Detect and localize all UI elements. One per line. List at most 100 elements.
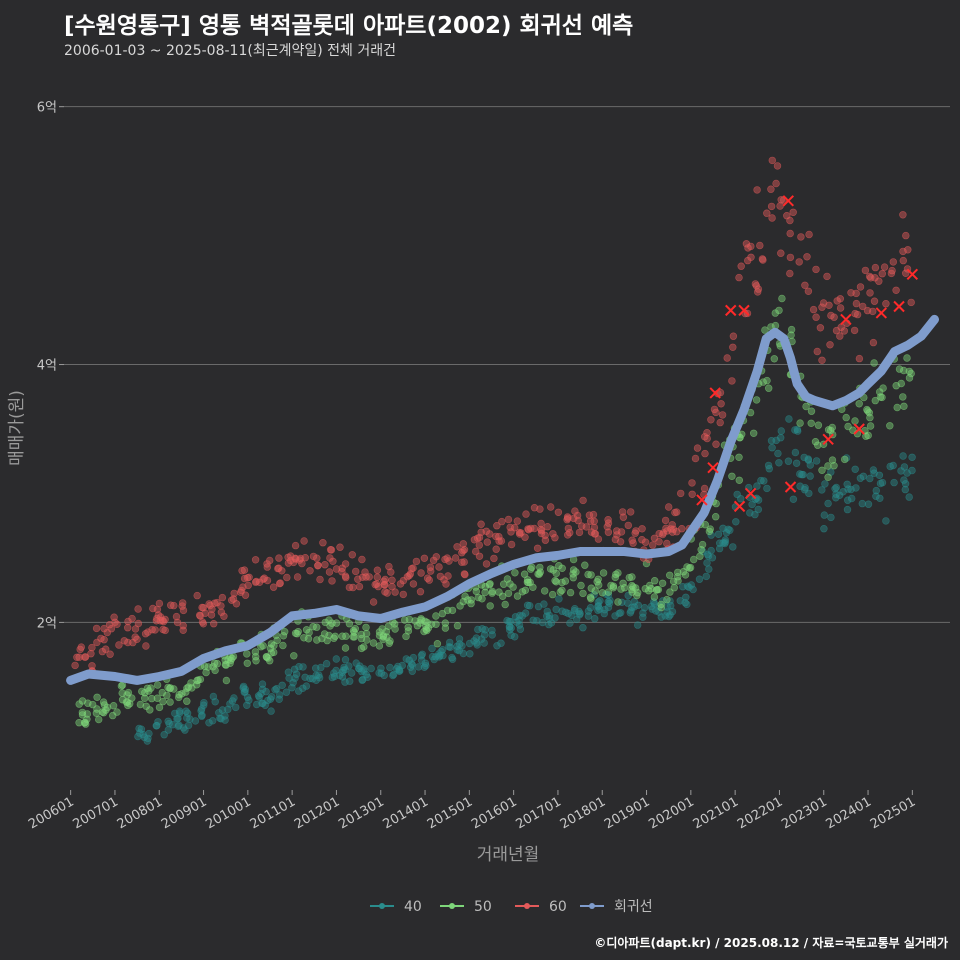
data-point-60 [907,298,915,307]
data-point-40 [428,644,436,653]
data-point-60 [735,273,743,282]
data-point-40 [346,677,354,685]
data-point-60 [207,611,216,619]
data-point-60 [245,573,253,581]
data-point-40 [806,472,814,480]
data-point-40 [315,673,324,682]
highlight-marker [875,307,888,319]
data-point-40 [275,695,283,703]
data-point-60 [546,503,555,511]
data-point-50 [342,632,350,640]
data-point-40 [594,606,602,614]
x-tick-label: 202501 [868,794,918,832]
data-point-60 [524,525,532,533]
data-point-40 [356,662,364,670]
highlight-marker [744,487,757,500]
highlight-marker [784,481,797,493]
data-point-40 [176,707,184,715]
data-point-50 [828,456,837,464]
data-point-60 [275,554,283,562]
legend-item-40: 40 [370,899,422,915]
data-point-60 [718,411,727,419]
marker-stroke [733,500,746,513]
data-point-40 [899,452,907,460]
data-point-50 [441,619,449,627]
highlight-marker [853,423,865,435]
marker-stroke [782,195,795,207]
data-point-40 [812,457,821,465]
data-point-60 [426,563,435,571]
data-point-60 [453,543,461,551]
data-point-50 [124,688,133,697]
data-point-60 [543,522,552,531]
data-point-40 [345,662,353,670]
x-tick-label: 201201 [292,794,342,832]
data-point-60 [812,313,820,321]
regression-line-path [66,314,939,685]
data-point-40 [221,712,229,720]
data-point-50 [897,379,905,388]
data-point-60 [754,285,763,293]
data-point-40 [386,663,394,672]
data-point-40 [763,484,771,493]
data-points [71,156,916,745]
data-point-40 [777,427,785,435]
data-point-60 [416,587,425,596]
data-point-60 [229,595,238,603]
data-point-50 [587,584,595,592]
data-point-60 [493,521,501,530]
data-point-60 [458,558,466,566]
data-point-60 [823,272,831,281]
data-point-60 [399,590,407,599]
data-point-60 [563,531,572,539]
data-point-60 [737,262,745,270]
data-point-60 [482,560,491,568]
data-point-50 [663,595,671,604]
data-point-50 [633,588,642,597]
data-point-40 [765,465,773,473]
data-point-40 [655,602,663,611]
data-point-40 [611,612,619,620]
x-tick-label: 200801 [115,794,165,832]
data-point-60 [604,528,613,536]
data-point-40 [221,716,229,724]
data-point-40 [707,531,715,539]
data-point-60 [776,202,784,210]
data-point-50 [591,587,599,595]
data-point-50 [842,413,850,422]
data-point-50 [778,294,786,303]
data-point-50 [607,581,615,590]
data-point-50 [486,602,494,610]
data-point-40 [579,623,587,632]
data-point-40 [866,474,874,483]
data-point-60 [768,156,776,165]
data-point-50 [540,587,549,595]
data-point-60 [387,568,395,576]
data-point-50 [153,681,162,689]
data-point-60 [98,647,107,656]
data-point-50 [528,563,536,571]
data-point-40 [864,500,873,508]
data-point-60 [632,527,640,535]
data-point-60 [291,554,299,562]
data-point-60 [852,289,860,298]
data-point-60 [772,179,780,188]
data-point-40 [466,650,474,658]
data-point-50 [281,627,289,636]
data-point-60 [659,529,668,537]
data-point-60 [589,510,598,519]
data-point-50 [164,683,172,692]
data-point-60 [753,186,761,194]
data-point-60 [763,209,771,217]
data-point-50 [855,400,863,408]
data-point-40 [285,674,293,682]
data-point-60 [650,534,659,542]
data-point-50 [566,588,575,597]
data-point-60 [123,623,132,632]
data-point-50 [706,525,714,533]
data-point-60 [399,576,408,585]
x-tick-label: 201401 [381,794,431,832]
data-point-50 [302,626,311,634]
data-point-50 [579,589,587,598]
